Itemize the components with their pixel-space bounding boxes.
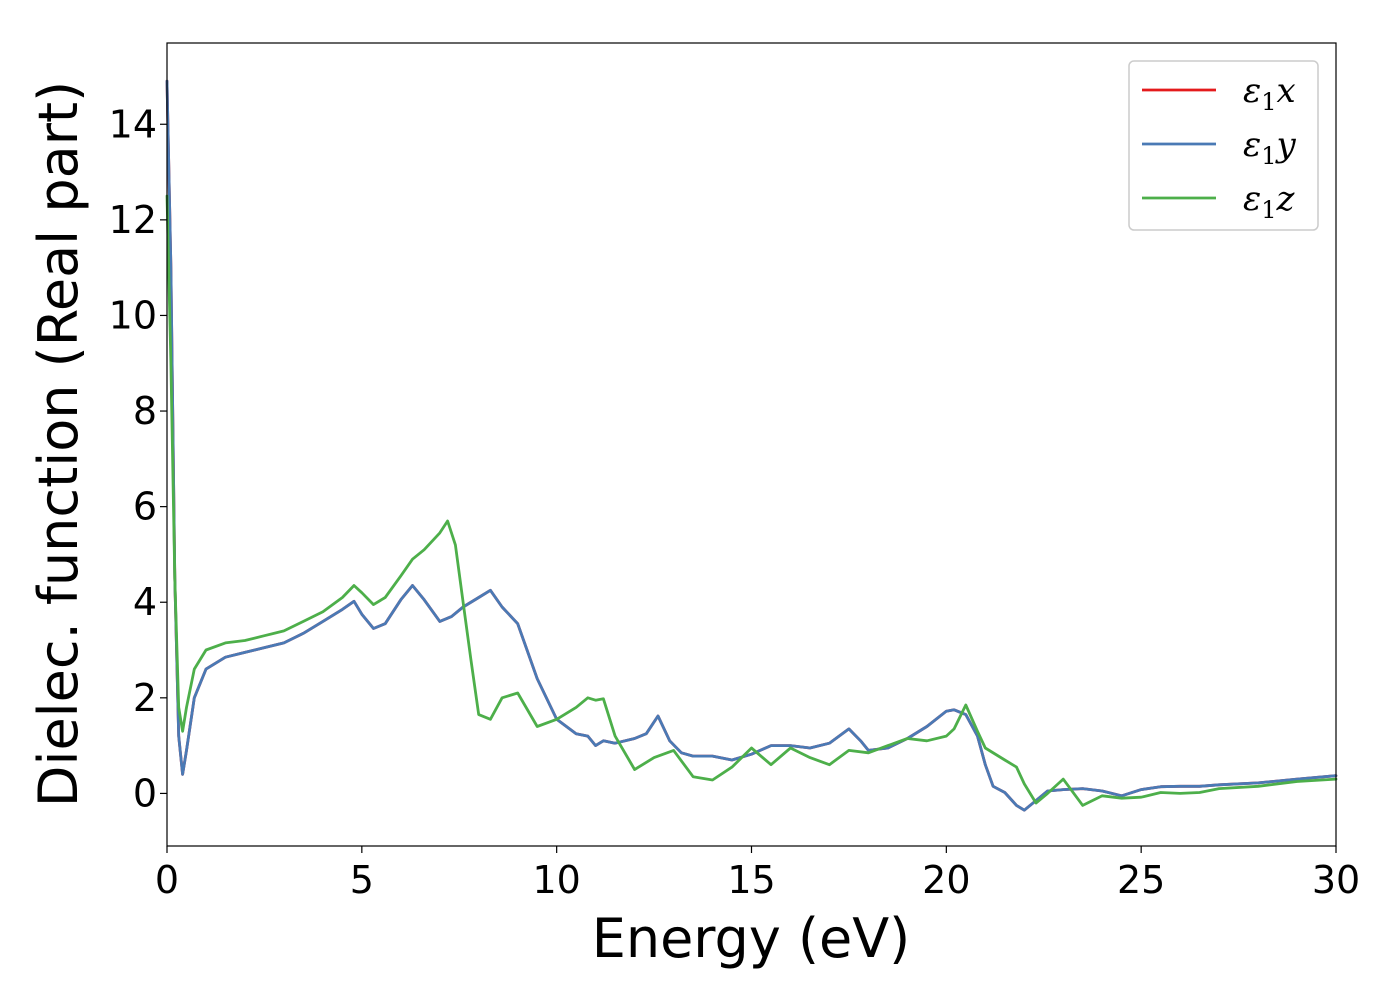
x-axis: 0 5 10 15 20 25 30 <box>155 846 1360 902</box>
x-axis-label: Energy (eV) <box>592 907 911 970</box>
x-tick-label: 20 <box>922 858 970 902</box>
legend-subscript: 1 <box>1261 88 1276 116</box>
y-tick-label: 10 <box>109 293 157 337</box>
x-tick-label: 15 <box>727 858 775 902</box>
x-tick-label: 25 <box>1117 858 1165 902</box>
x-tick-label: 30 <box>1312 858 1360 902</box>
legend-symbol: ε <box>1243 125 1261 165</box>
legend-box <box>1128 60 1319 231</box>
legend-symbol: ε <box>1243 71 1261 111</box>
y-axis: 0 2 4 6 8 10 12 14 <box>109 102 167 815</box>
legend-label-x: ε1x <box>1243 71 1296 116</box>
y-tick-label: 0 <box>133 771 157 815</box>
x-tick-label: 10 <box>532 858 580 902</box>
series-layer <box>165 79 1338 812</box>
y-tick-label: 4 <box>133 580 157 624</box>
y-tick-label: 8 <box>133 389 157 433</box>
x-tick-label: 5 <box>350 858 374 902</box>
x-tick-label: 0 <box>155 858 179 902</box>
y-tick-label: 2 <box>133 676 157 720</box>
legend-symbol: ε <box>1243 179 1261 219</box>
legend-subscript: 1 <box>1261 196 1276 224</box>
series-line-z <box>165 194 1338 807</box>
legend-label-y: ε1y <box>1243 125 1297 170</box>
legend-label-z: ε1z <box>1243 179 1296 224</box>
series-line-y <box>165 79 1338 812</box>
legend-subscript: 1 <box>1261 142 1276 170</box>
y-tick-label: 6 <box>133 485 157 529</box>
y-axis-label: Dielec. function (Real part) <box>27 81 90 807</box>
legend-axis: y <box>1275 125 1297 165</box>
y-tick-label: 12 <box>109 198 157 242</box>
legend-axis: z <box>1276 179 1296 219</box>
legend-axis: x <box>1277 71 1296 111</box>
y-tick-label: 14 <box>109 102 157 146</box>
